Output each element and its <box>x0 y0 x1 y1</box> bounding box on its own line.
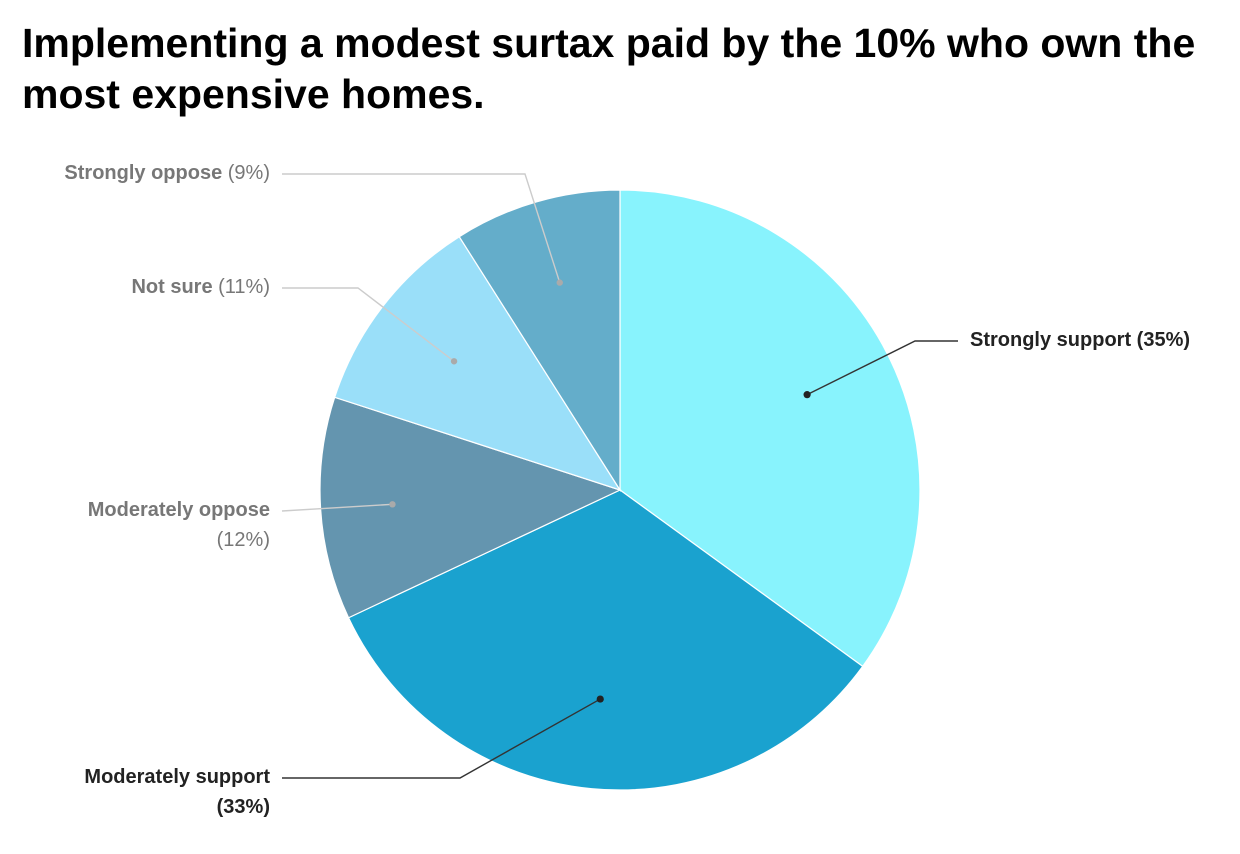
slice-label-name: Moderately oppose <box>88 499 270 521</box>
slice-label-moderately-oppose: Moderately oppose (12%) <box>88 499 270 551</box>
slice-label-name: Strongly oppose <box>64 162 222 184</box>
slice-label-percent: (12%) <box>217 529 270 551</box>
leader-line-not-sure <box>282 287 455 362</box>
slice-label-percent: (11%) <box>213 276 270 298</box>
pie-slice-moderately-support <box>347 489 864 791</box>
slice-label-name: Not sure <box>131 276 212 298</box>
slice-label-percent: (35%) <box>1131 329 1190 351</box>
slice-labels: Strongly support (35%) Moderately support… <box>64 162 1190 818</box>
leader-dot-moderately-support <box>596 695 604 703</box>
slice-label-moderately-support: Moderately support (33%) <box>84 766 270 818</box>
leader-lines <box>281 173 958 779</box>
pie-slice-not-sure <box>333 235 622 492</box>
leader-line-strongly-support <box>806 340 958 396</box>
chart-title: Implementing a modest surtax paid by the… <box>22 20 1196 117</box>
slice-label-strongly-support: Strongly support (35%) <box>970 329 1190 351</box>
slice-label-percent: (9%) <box>222 162 270 184</box>
leader-dot-moderately-oppose <box>389 501 396 508</box>
pie-slice-strongly-oppose <box>458 189 621 493</box>
slice-label-name: Moderately support <box>84 766 270 788</box>
leader-dot-not-sure <box>450 358 458 365</box>
slice-label-strongly-oppose: Strongly oppose (9%) <box>64 162 270 184</box>
pie-slice-strongly-support <box>619 189 921 668</box>
leader-dot-strongly-oppose <box>556 279 563 286</box>
leader-line-moderately-support <box>282 698 601 779</box>
slice-label-not-sure: Not sure (11%) <box>131 276 270 298</box>
slice-label-name: Strongly support <box>970 329 1131 351</box>
slice-label-percent: (33%) <box>217 796 270 818</box>
leader-line-moderately-oppose <box>281 503 393 512</box>
leader-dot-strongly-support <box>803 391 811 399</box>
pie-slices <box>319 189 921 791</box>
leader-line-strongly-oppose <box>282 173 561 283</box>
